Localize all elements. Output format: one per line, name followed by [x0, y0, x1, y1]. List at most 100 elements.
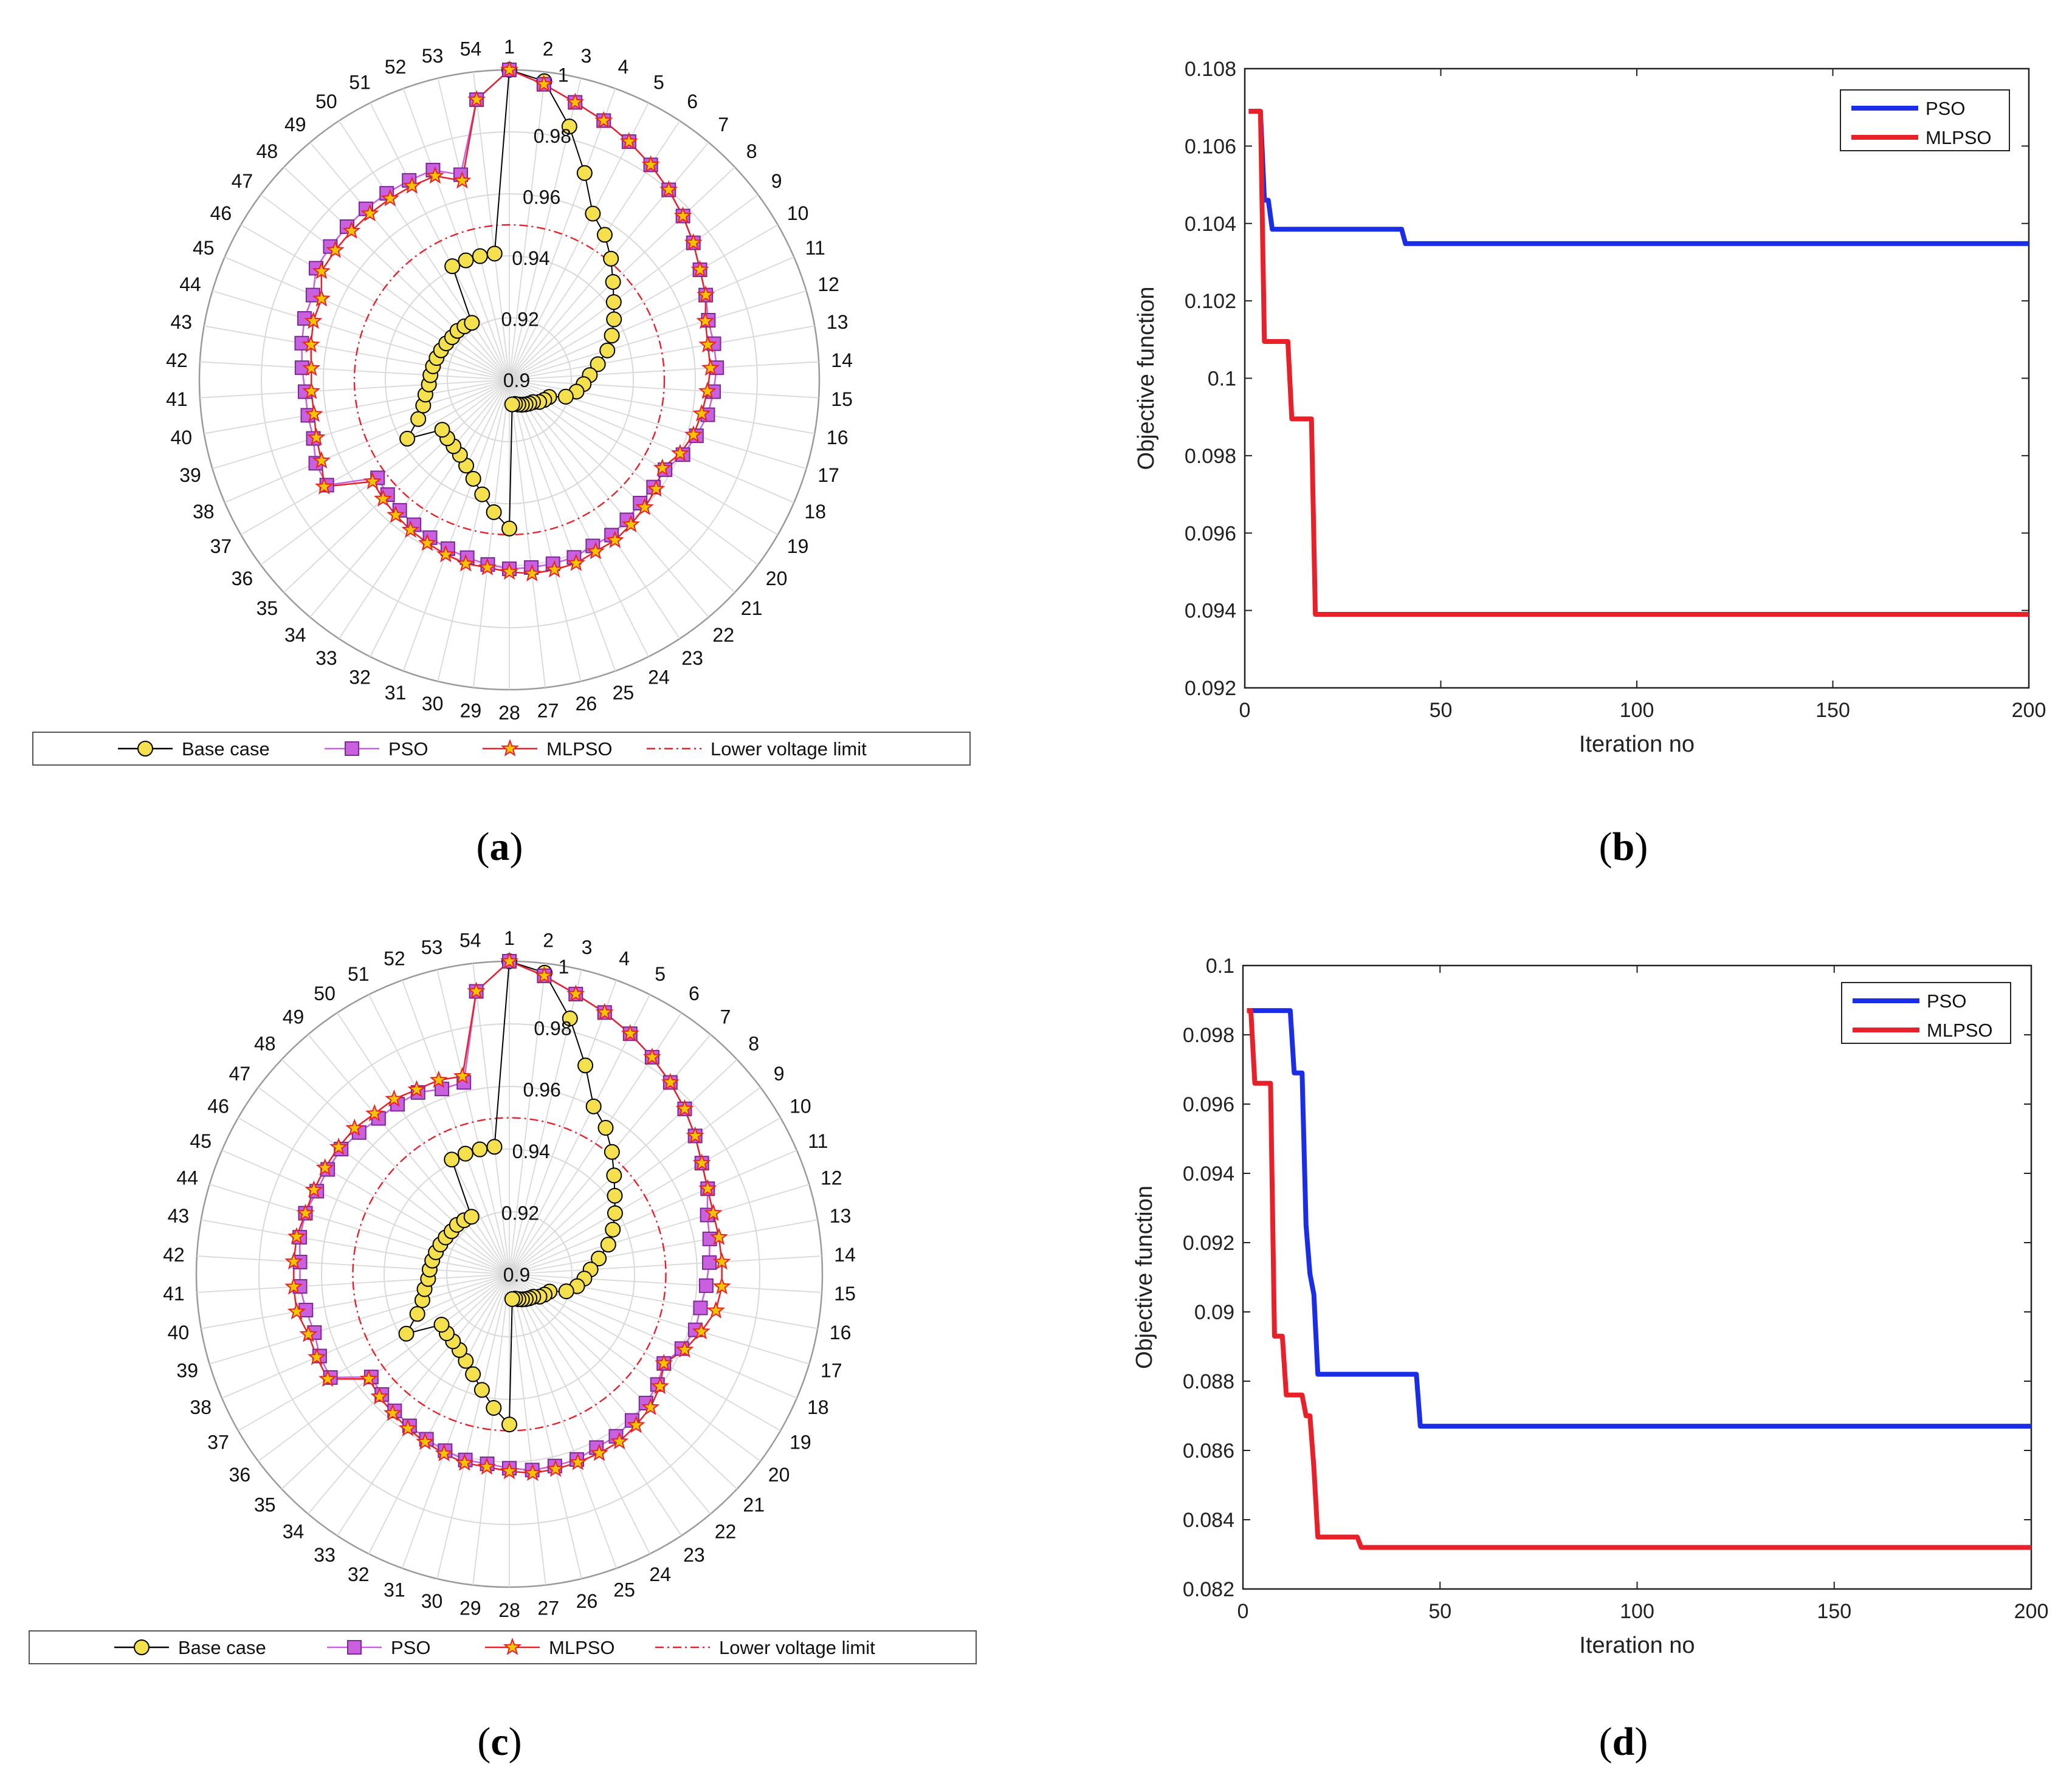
d-x-tick-label: 150 [1817, 1600, 1851, 1623]
c-point-base-case [606, 1167, 622, 1184]
c-spoke-label: 28 [498, 1599, 520, 1621]
c-spoke-label: 5 [655, 963, 666, 985]
a-spoke-label: 44 [179, 273, 201, 295]
a-spoke-label: 29 [460, 699, 482, 721]
d-x-axis-label: Iteration no [1579, 1633, 1695, 1658]
c-point-base-case [607, 1205, 623, 1221]
a-point-mlpso [545, 560, 564, 578]
a-point-base-case [474, 486, 490, 503]
b-x-axis-label: Iteration no [1579, 732, 1695, 757]
c-spoke-label: 42 [163, 1244, 185, 1266]
caption-d: (d) [1599, 1720, 1648, 1764]
c-radial-tick-label: 0.9 [503, 1264, 530, 1286]
a-radial-tick-label: 0.98 [534, 125, 571, 147]
c-point-mlpso [385, 1089, 404, 1107]
d-x-tick-label: 0 [1237, 1600, 1249, 1623]
a-point-base-case [464, 315, 480, 331]
a-point-mlpso [312, 261, 331, 280]
a-point-base-case [504, 396, 520, 413]
c-spoke-label: 45 [190, 1130, 212, 1152]
c-point-mlpso [610, 1432, 629, 1450]
c-spoke-line-16 [509, 1274, 818, 1330]
c-point-mlpso [627, 1415, 645, 1433]
c-spoke-label: 23 [683, 1544, 705, 1566]
c-spoke-line-26 [509, 1274, 582, 1579]
d-series-mlpso [1247, 1008, 2031, 1550]
c-point-mlpso [706, 1301, 725, 1319]
c-point-mlpso [692, 1322, 711, 1340]
a-radial-tick-label: 0.9 [503, 369, 530, 391]
a-spoke-line-4 [509, 88, 616, 380]
a-spoke-label: 46 [210, 202, 232, 224]
c-spoke-label: 22 [715, 1521, 737, 1543]
a-point-base-case [410, 411, 427, 427]
a-point-mlpso [594, 111, 613, 129]
d-y-tick-label: 0.088 [1183, 1370, 1234, 1393]
a-spoke-label: 35 [256, 597, 278, 619]
c-point-mlpso [650, 1376, 669, 1395]
c-spoke-label: 38 [190, 1396, 212, 1418]
a-spoke-label: 17 [817, 464, 839, 486]
a-spoke-line-5 [509, 102, 649, 380]
a-point-mlpso [456, 554, 475, 572]
c-point-mlpso [704, 1203, 723, 1221]
a-radial-tick-label: 0.96 [523, 187, 560, 208]
c-point-base-case [577, 1057, 594, 1074]
a-legend-label: PSO [388, 738, 428, 760]
c-spoke-label: 27 [537, 1597, 559, 1619]
c-point-mlpso [641, 1398, 660, 1415]
c-spoke-label: 11 [808, 1130, 828, 1152]
c-spoke-label: 52 [384, 947, 405, 969]
b-x-tick-label: 200 [2012, 699, 2046, 722]
a-point-mlpso [374, 489, 393, 507]
b-y-tick-label: 0.106 [1185, 135, 1236, 158]
a-point-mlpso [697, 285, 715, 303]
a-spoke-label: 31 [385, 682, 407, 704]
a-spoke-line-34 [309, 379, 510, 618]
c-point-base-case [409, 1306, 425, 1322]
a-spoke-label: 51 [349, 71, 371, 93]
c-radial-tick-label: 0.92 [501, 1203, 539, 1224]
a-legend-marker [345, 741, 359, 756]
a-point-mlpso [467, 90, 486, 108]
c-spoke-label: 8 [748, 1033, 759, 1055]
c-spoke-label: 34 [283, 1521, 305, 1543]
a-point-mlpso [621, 515, 640, 533]
a-spoke-line-36 [260, 379, 510, 566]
c-spoke-line-27 [509, 1274, 546, 1585]
c-point-mlpso [455, 1453, 474, 1471]
c-spoke-label: 35 [254, 1494, 276, 1516]
a-point-base-case [472, 248, 488, 264]
c-point-pso [693, 1300, 708, 1316]
a-point-mlpso [670, 444, 689, 461]
a-spoke-label: 18 [804, 501, 826, 523]
c-point-mlpso [287, 1227, 306, 1245]
a-spoke-label: 1 [504, 36, 515, 58]
a-point-mlpso [653, 458, 672, 476]
b-y-tick-label: 0.092 [1185, 677, 1236, 700]
c-spoke-label: 54 [459, 930, 481, 952]
c-legend-label: PSO [391, 1637, 430, 1658]
c-point-mlpso [318, 1369, 337, 1387]
a-spoke-label: 37 [210, 535, 232, 557]
c-point-base-case [444, 1151, 460, 1168]
a-legend-marker [137, 741, 153, 757]
b-series-mlpso [1248, 109, 2029, 617]
c-point-base-case [486, 1399, 502, 1416]
b-legend-box [1840, 89, 2010, 151]
c-point-base-case [600, 1237, 616, 1253]
c-point-mlpso [712, 1252, 731, 1270]
c-point-mlpso [429, 1070, 448, 1088]
c-point-base-case [605, 1221, 621, 1238]
c-point-base-case [457, 1145, 473, 1162]
a-point-mlpso [647, 479, 666, 497]
c-spoke-label: 6 [689, 983, 700, 1004]
a-point-mlpso [635, 498, 654, 515]
a-point-base-case [604, 328, 620, 344]
a-spoke-label: 8 [746, 140, 757, 162]
a-point-mlpso [566, 92, 585, 111]
b-legend-label: PSO [1926, 98, 1965, 119]
c-spoke-label: 26 [576, 1590, 598, 1612]
c-spoke-label: 3 [582, 936, 593, 958]
c-point-mlpso [709, 1227, 728, 1245]
